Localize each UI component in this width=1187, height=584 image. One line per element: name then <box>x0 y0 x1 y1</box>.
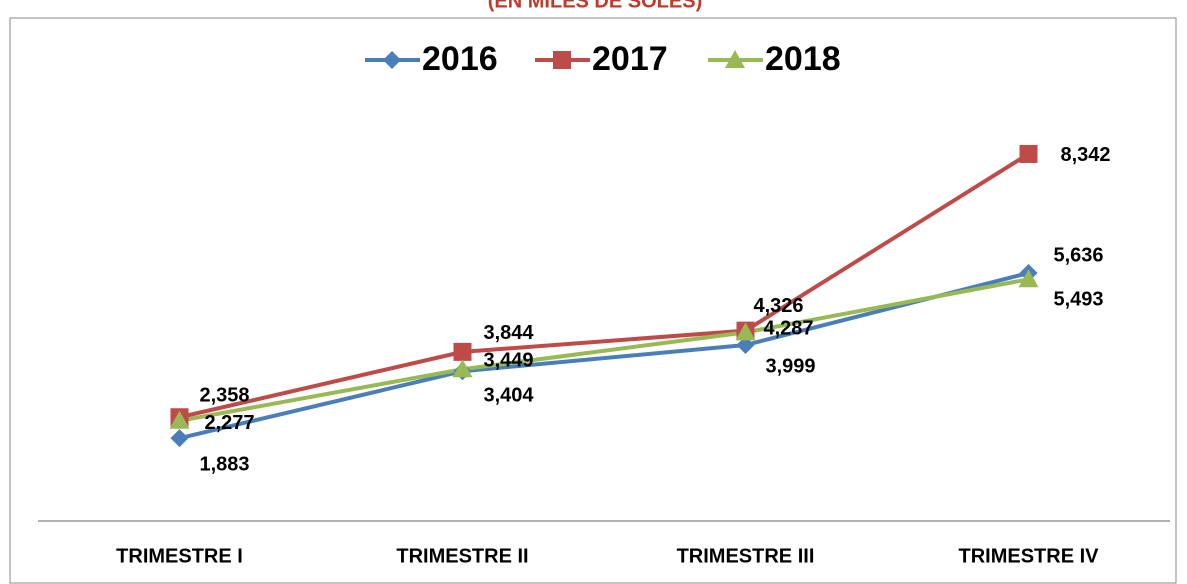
marker <box>383 51 401 69</box>
marker <box>169 410 190 429</box>
marker <box>1019 144 1038 163</box>
series-line <box>179 271 1029 441</box>
data-label: 3,999 <box>765 355 815 377</box>
marker <box>725 50 745 68</box>
data-label: 5,636 <box>1053 244 1103 266</box>
marker <box>170 429 189 448</box>
data-label: 3,404 <box>483 385 534 407</box>
data-label: 4,287 <box>763 318 813 340</box>
data-label: 3,844 <box>483 322 534 344</box>
x-tick-label: TRIMESTRE I <box>116 545 243 567</box>
marker <box>736 336 755 355</box>
x-tick-label: TRIMESTRE IV <box>958 545 1099 567</box>
chart-frame <box>9 17 1177 584</box>
x-tick-label: TRIMESTRE III <box>677 545 815 567</box>
marker <box>553 51 571 69</box>
marker <box>1018 269 1039 288</box>
marker <box>735 322 756 341</box>
series-line <box>179 152 1030 420</box>
x-tick-label: TRIMESTRE II <box>396 545 528 567</box>
series-line <box>179 277 1029 423</box>
data-label: 8,342 <box>1060 144 1110 166</box>
legend-label: 2018 <box>765 40 841 78</box>
legend-label: 2016 <box>422 40 498 78</box>
data-label: 5,493 <box>1053 289 1103 311</box>
data-label: 2,358 <box>199 385 249 407</box>
data-label: 2,277 <box>204 412 254 434</box>
data-label: 1,883 <box>199 453 249 475</box>
chart-subtitle: (EN MILES DE SOLES) <box>488 0 702 12</box>
marker <box>452 359 473 378</box>
data-label: 3,449 <box>483 350 533 372</box>
data-label: 4,326 <box>753 295 803 317</box>
marker <box>453 342 472 361</box>
legend-label: 2017 <box>592 40 668 78</box>
